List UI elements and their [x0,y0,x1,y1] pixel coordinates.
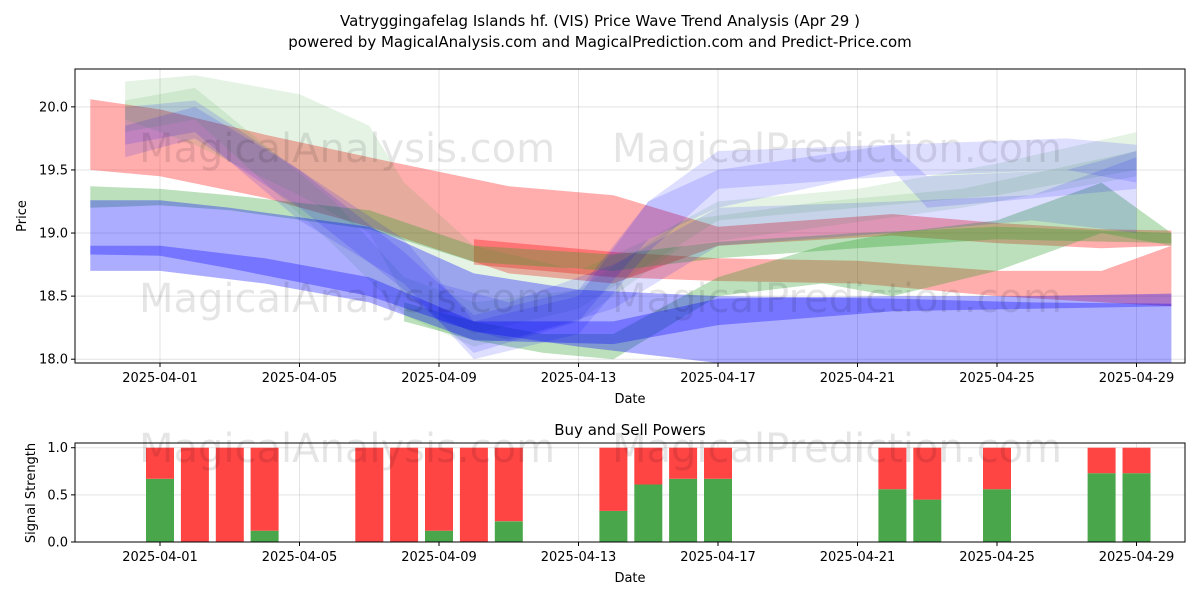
price-band-green-2 [90,186,1172,271]
signal-x-tick-label: 2025-04-05 [262,550,338,565]
price-x-tick-label: 2025-04-05 [262,371,338,386]
sell-power-bar [669,447,698,479]
signal-x-tick-label: 2025-04-13 [541,550,617,565]
price-band-red-0 [90,99,1172,284]
buy-power-bar [599,510,628,542]
sell-power-bar [146,447,174,479]
price-band-blue-6 [90,200,1172,363]
signal-x-tick-label: 2025-04-09 [401,550,477,565]
price-grid [75,69,1185,363]
sell-power-bar [913,447,942,500]
signal-bars [146,447,1151,542]
price-x-tick-label: 2025-04-21 [820,371,896,386]
price-y-tick-label: 18.0 [39,353,68,368]
price-x-axis-label: Date [614,392,645,407]
sell-power-bar [878,447,907,490]
price-band-red-1 [473,239,1172,307]
sell-power-bar [390,447,419,542]
price-x-tick-label: 2025-04-17 [680,371,756,386]
buy-power-bar [913,499,942,542]
buy-power-bar [669,478,698,542]
price-x-tick-label: 2025-04-13 [541,371,617,386]
signal-y-ticks: 0.0 0.5 1.0 [47,441,75,551]
price-band-green-5 [125,87,1137,347]
buy-power-bar [983,489,1011,542]
signal-x-tick-label: 2025-04-21 [820,550,896,565]
price-band-green-3 [404,182,1172,360]
signal-plot-frame [74,442,1186,543]
buy-power-bar [494,521,523,542]
signal-x-tick-label: 2025-04-17 [680,550,756,565]
watermark-top-1: MagicalAnalysis.com [139,126,555,172]
watermark-bottom-2: MagicalPrediction.com [612,426,1062,472]
signal-y-tick-label: 0.5 [47,488,68,503]
buy-power-bar [1087,473,1116,542]
price-band-blue-7 [90,245,1172,345]
sell-power-bar [425,447,453,531]
sell-power-bar [704,447,732,479]
signal-x-ticks: 2025-04-01 2025-04-05 2025-04-09 2025-04-13… [122,542,1174,565]
sell-power-bar [459,447,488,542]
signal-y-tick-label: 0.0 [47,536,68,551]
sell-power-bar [599,447,628,511]
price-band-blue-9 [125,106,1137,353]
price-chart: MagicalAnalysis.com MagicalPrediction.co… [15,68,1186,407]
price-plot-frame [74,68,1186,364]
price-x-ticks: 2025-04-01 2025-04-05 2025-04-09 2025-04-13… [122,363,1174,386]
price-y-ticks: 18.0 18.5 19.0 19.5 20.0 [39,100,75,368]
price-band-green-4 [125,75,1137,335]
price-y-tick-label: 19.0 [39,227,68,242]
signal-chart: Buy and Sell Powers MagicalAnalysis.com … [24,421,1186,586]
sell-power-bar [634,447,663,485]
sell-power-bar [1087,447,1116,474]
signal-x-axis-label: Date [614,571,645,586]
figure-subtitle: powered by MagicalAnalysis.com and Magic… [288,33,912,51]
price-band-blue-10 [439,157,1137,341]
sell-power-bar [494,447,523,522]
price-y-tick-label: 18.5 [39,290,68,305]
sell-power-bar [215,447,244,542]
watermark-top-2: MagicalPrediction.com [612,126,1062,172]
price-x-tick-label: 2025-04-29 [1099,371,1175,386]
signal-x-tick-label: 2025-04-25 [959,550,1035,565]
sell-power-bar [250,447,279,531]
price-band-blue-8 [125,100,1137,360]
buy-power-bar [146,478,174,542]
signal-x-tick-label: 2025-04-29 [1099,550,1175,565]
signal-chart-title: Buy and Sell Powers [554,421,706,439]
price-x-tick-label: 2025-04-25 [959,371,1035,386]
sell-power-bar [180,447,209,542]
sell-power-bar [1122,447,1151,474]
buy-power-bar [425,530,453,542]
buy-power-bar [634,484,663,542]
figure-title: Vatryggingafelag Islands hf. (VIS) Price… [340,12,860,30]
price-y-axis-label: Price [15,200,30,232]
price-y-tick-label: 20.0 [39,100,68,115]
buy-power-bar [1122,473,1151,542]
price-x-tick-label: 2025-04-01 [122,371,198,386]
price-bands [90,75,1172,363]
sell-power-bar [355,447,384,542]
watermark-mid-2: MagicalPrediction.com [612,276,1062,322]
signal-x-tick-label: 2025-04-01 [122,550,198,565]
price-x-tick-label: 2025-04-09 [401,371,477,386]
signal-y-tick-label: 1.0 [47,441,68,456]
buy-power-bar [250,530,279,542]
sell-power-bar [983,447,1011,490]
buy-power-bar [704,478,732,542]
watermark-bottom-1: MagicalAnalysis.com [139,426,555,472]
watermark-mid-1: MagicalAnalysis.com [139,276,555,322]
buy-power-bar [878,489,907,542]
price-y-tick-label: 19.5 [39,163,68,178]
signal-y-axis-label: Signal Strength [24,443,39,543]
